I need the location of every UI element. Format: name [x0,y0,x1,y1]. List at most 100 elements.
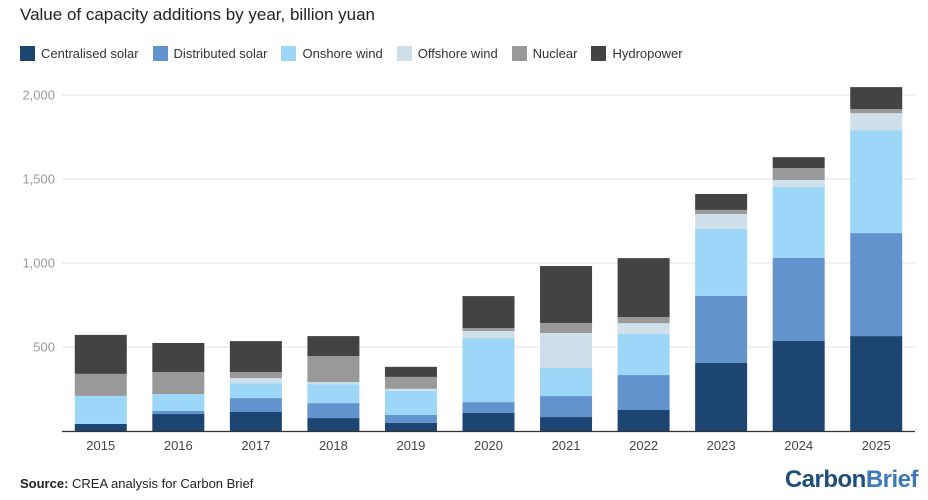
bar-segment [540,396,593,418]
legend-label: Nuclear [532,46,578,61]
legend-label: Offshore wind [417,46,498,61]
bar-segment [772,187,825,258]
bar-segment [229,341,282,373]
bar-segment [384,390,437,415]
bar-segment [617,317,670,324]
logo-brief: Brief [865,466,919,493]
x-tick-label: 2020 [474,438,503,453]
bar-segment [307,384,360,404]
bar-segment [772,257,825,341]
legend-swatch [591,46,607,61]
bar-segment [384,388,437,391]
bar-segment [772,180,825,188]
bar-segment [695,228,748,296]
bar-segment [695,213,748,229]
bar-segment [695,193,748,210]
bar-segment [74,395,127,424]
x-tick-label: 2021 [552,438,581,453]
bar-segment [229,383,282,399]
x-tick-label: 2019 [396,438,425,453]
bar-segment [695,209,748,214]
y-tick-label: 2,000 [22,88,55,103]
bar-segment [540,368,593,397]
bar-segment [850,113,903,131]
bar-segment [850,233,903,337]
bar-segment [307,382,360,385]
bar-segment [462,296,515,329]
y-tick-label: 500 [33,340,55,355]
y-tick-label: 1,000 [22,256,55,271]
bar-segment [695,362,748,431]
bar-segment [384,376,437,389]
x-tick-label: 2024 [784,438,813,453]
bar-segment [229,412,282,431]
legend-swatch [396,46,412,61]
bar-segment [384,414,437,423]
bar-segment [617,334,670,376]
legend-label: Hydropower [612,46,683,61]
x-tick-label: 2023 [707,438,736,453]
bar-segment [540,417,593,431]
bar-segment [307,403,360,419]
bar-segment [462,402,515,414]
bar-segment [772,157,825,169]
bar-segment [850,130,903,234]
legend-item: Onshore wind [281,46,383,61]
bar-segment [617,410,670,431]
x-tick-label: 2025 [862,438,891,453]
bar-segment [850,336,903,431]
legend-label: Distributed solar [173,46,268,61]
chart-title: Value of capacity additions by year, bil… [20,5,376,24]
legend: Centralised solar Distributed solar Onshor… [20,46,683,61]
bar-segment [152,372,205,395]
legend-swatch [511,46,527,61]
legend-item: Centralised solar [20,46,139,61]
legend-label: Centralised solar [41,46,139,61]
bar-segment [772,168,825,181]
legend-swatch [20,46,35,61]
bar-segment [307,418,360,431]
bar-segment [617,258,670,318]
bar-segment [229,378,282,384]
bar-segment [152,411,205,415]
bar-segment [772,340,825,431]
bar-segment [307,336,360,357]
bar-segment [540,333,593,368]
x-tick-label: 2018 [319,438,348,453]
bar-segment [152,342,205,373]
legend-item: Distributed solar [152,46,268,61]
bar-segment [850,87,903,110]
logo-carbon: Carbon [784,466,867,493]
legend-item: Hydropower [591,46,683,61]
legend-swatch [281,46,297,61]
bar-segment [462,413,515,431]
bar-segment [384,422,437,431]
source-note: Source: CREA analysis for Carbon Brief [20,476,253,491]
bar-segment [74,334,127,374]
bar-segment [540,322,593,334]
bar-segment [74,423,127,431]
bar-segment [850,109,903,114]
legend-label: Onshore wind [302,46,383,61]
bar-segment [229,372,282,379]
carbon-brief-logo: CarbonBrief [784,466,919,494]
x-tick-label: 2022 [629,438,658,453]
legend-item: Nuclear [511,46,578,61]
bar-segment [152,414,205,431]
source-text: CREA analysis for Carbon Brief [68,476,254,491]
bar-segment [462,338,515,403]
bar-segment [695,295,748,363]
bar-segment [229,398,282,413]
x-tick-label: 2017 [241,438,270,453]
bar-segment [462,328,515,332]
bar-segment [462,331,515,339]
y-tick-label: 1,500 [22,172,55,187]
legend-swatch [152,46,168,61]
legend-item: Offshore wind [396,46,498,61]
x-tick-label: 2016 [164,438,193,453]
bar-segment [617,375,670,410]
bar-segment [617,323,670,335]
bar-segment [307,356,360,383]
x-tick-label: 2015 [86,438,115,453]
